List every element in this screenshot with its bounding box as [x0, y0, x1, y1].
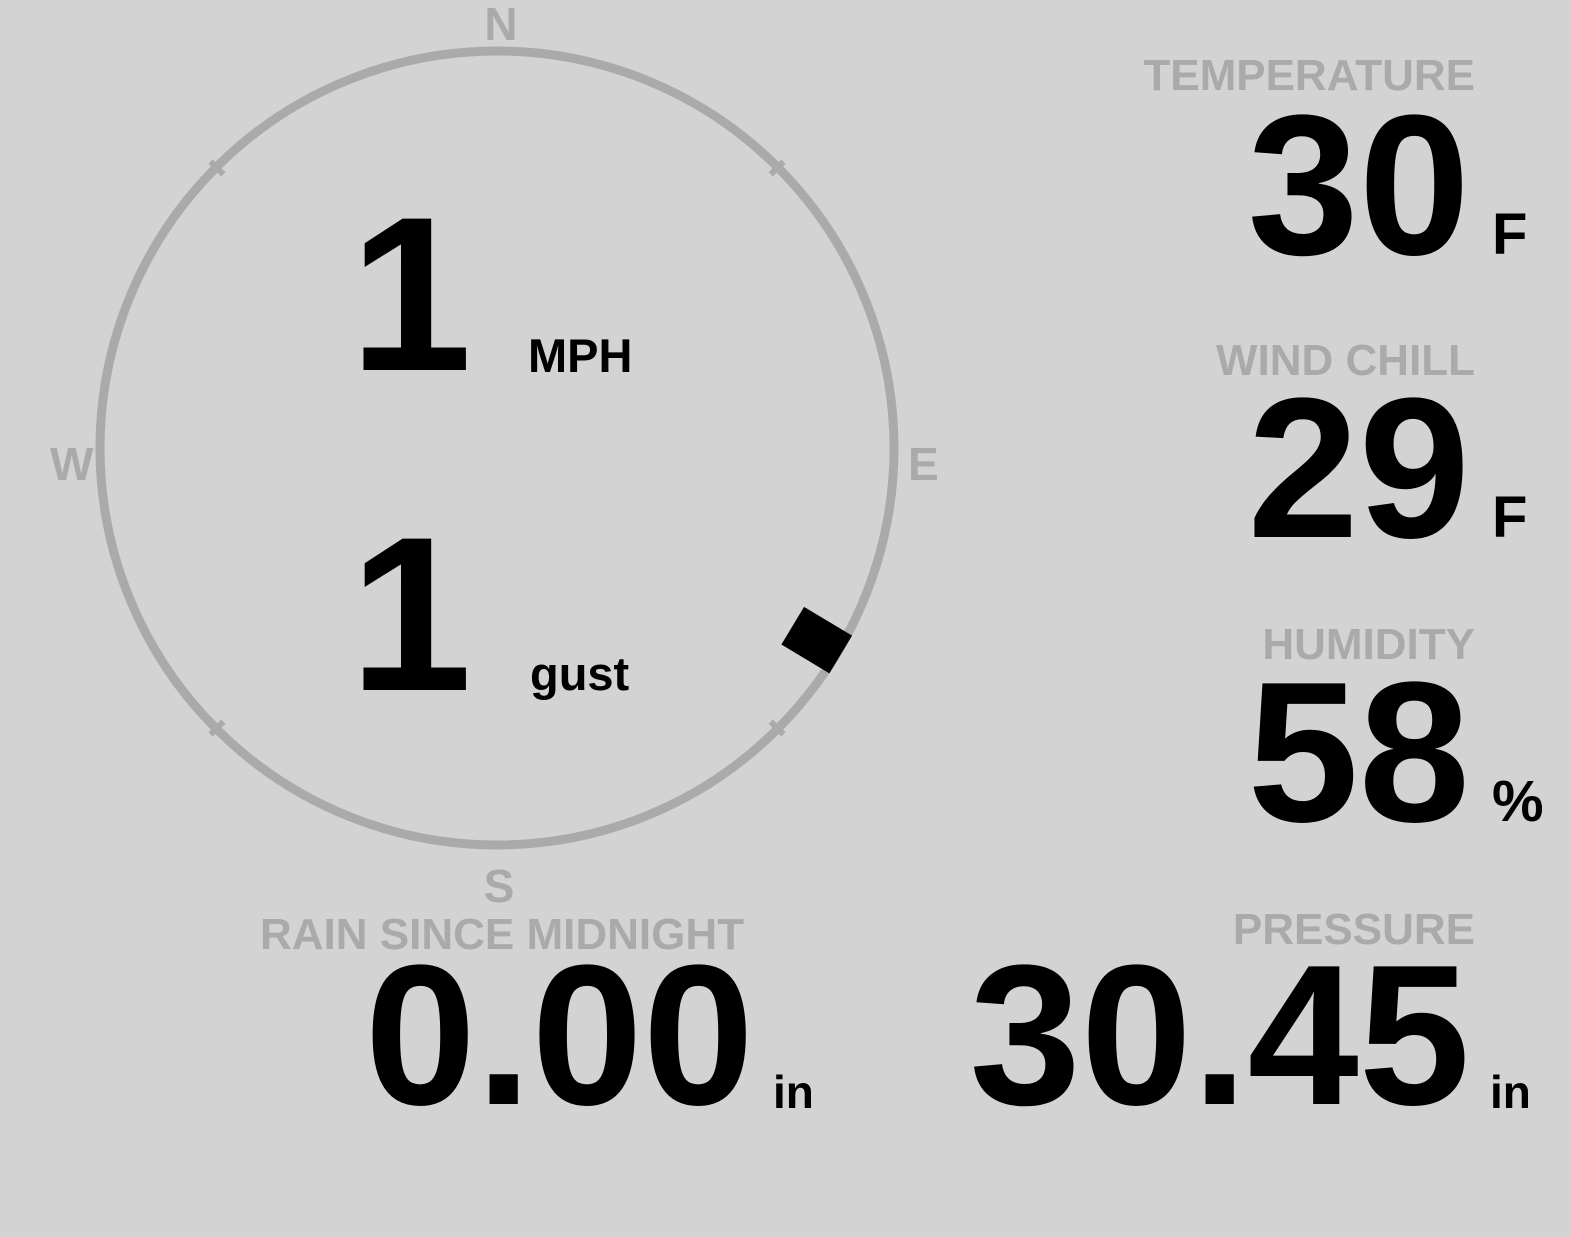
- compass-tick: [768, 159, 786, 177]
- wind-chill-value: 29: [1247, 357, 1470, 580]
- compass-ticks: [208, 159, 786, 737]
- rain-unit: in: [773, 1066, 814, 1118]
- compass-tick: [768, 719, 786, 737]
- wind-chill-label: WIND CHILL: [1215, 336, 1475, 385]
- wind-chill-unit: F: [1492, 485, 1528, 550]
- compass-north: N: [484, 0, 518, 50]
- compass-ring: [95, 46, 899, 850]
- wind-gust-unit: gust: [530, 647, 630, 700]
- temperature-value: 30: [1247, 74, 1470, 297]
- rain-value: 0.00: [364, 924, 754, 1147]
- rain-label: RAIN SINCE MIDNIGHT: [260, 910, 744, 959]
- pressure-value: 30.45: [969, 924, 1471, 1147]
- compass-east: E: [908, 438, 939, 490]
- humidity-unit: %: [1492, 769, 1544, 834]
- temperature-label: TEMPERATURE: [1143, 51, 1475, 100]
- pressure-unit: in: [1490, 1066, 1531, 1118]
- wind-speed-value: 1: [349, 171, 472, 417]
- compass-tick: [208, 719, 226, 737]
- compass-south: S: [483, 860, 515, 912]
- wind-gust-value: 1: [349, 491, 472, 737]
- pressure-label: PRESSURE: [1232, 905, 1475, 954]
- wind-speed-unit: MPH: [528, 329, 633, 382]
- compass-west: W: [50, 438, 94, 490]
- temperature-unit: F: [1492, 202, 1528, 267]
- compass-tick: [208, 159, 226, 177]
- humidity-label: HUMIDITY: [1262, 620, 1475, 669]
- humidity-value: 58: [1247, 641, 1470, 864]
- wind-direction-indicator: [781, 606, 853, 674]
